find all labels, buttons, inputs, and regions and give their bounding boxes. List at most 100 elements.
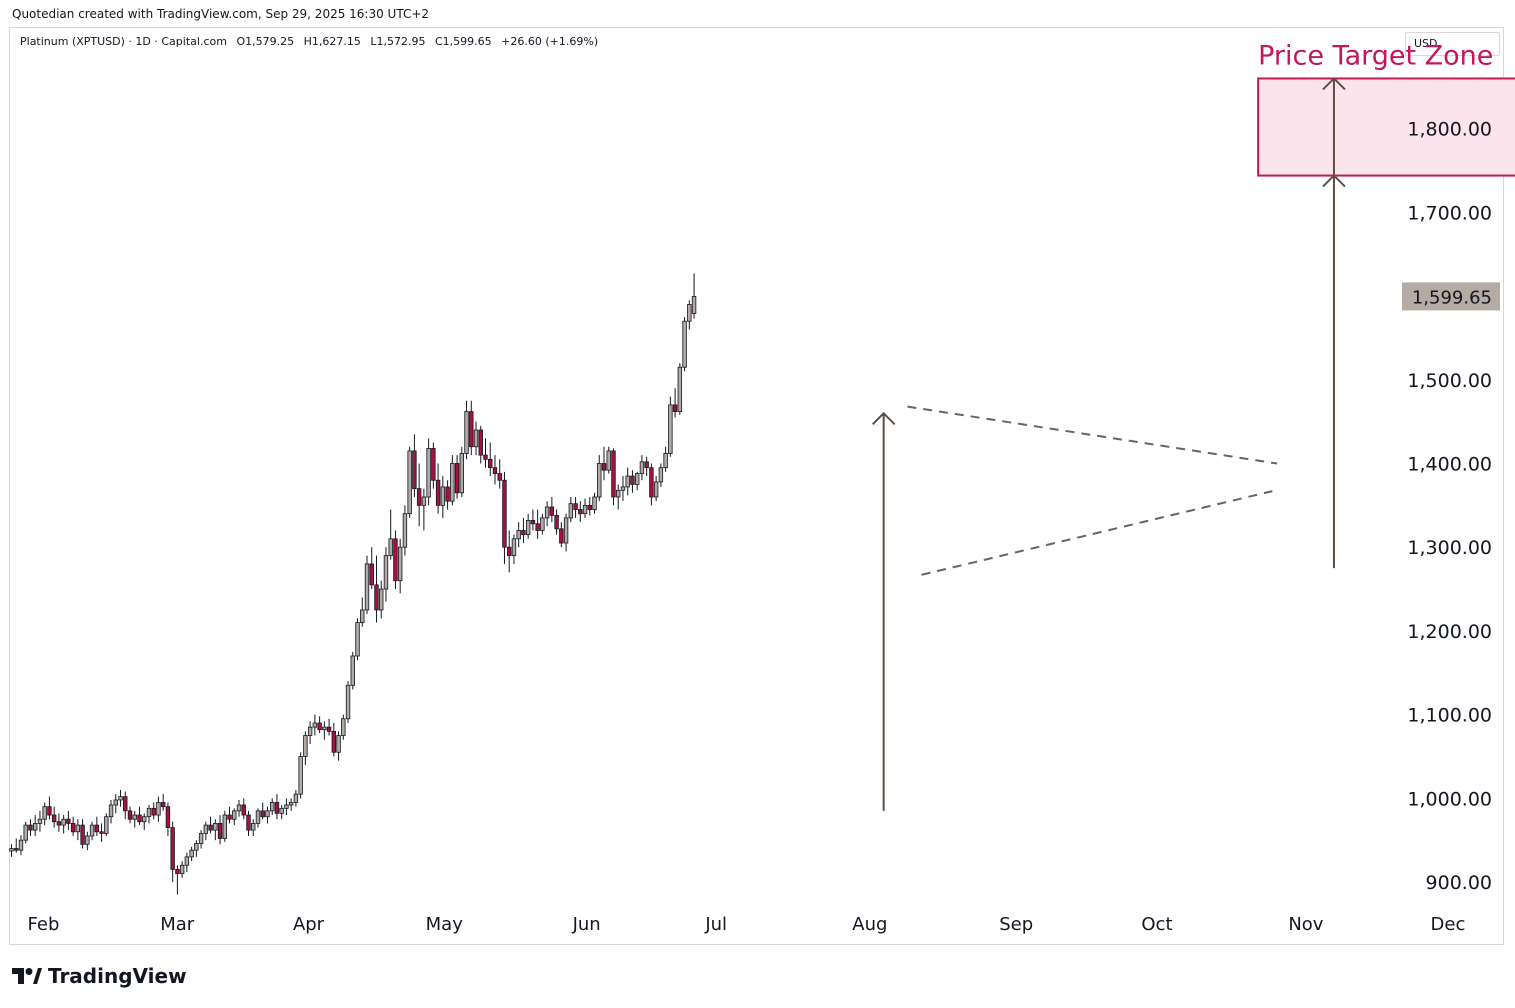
candle-body-down bbox=[469, 411, 474, 448]
candle bbox=[625, 467, 630, 496]
currency-selector[interactable]: USD bbox=[1405, 32, 1500, 56]
candle bbox=[322, 721, 327, 740]
tradingview-logo[interactable]: TradingView bbox=[12, 964, 187, 988]
candle-body-up bbox=[198, 833, 204, 844]
candle bbox=[303, 731, 308, 765]
candle-body-down bbox=[123, 796, 128, 812]
candles-layer bbox=[9, 273, 697, 895]
candle bbox=[549, 496, 555, 523]
candle-body-up bbox=[89, 824, 95, 837]
candle-body-down bbox=[246, 814, 251, 831]
candle bbox=[483, 438, 488, 468]
candle-body-up bbox=[658, 467, 664, 483]
candle-body-down bbox=[127, 810, 133, 820]
candle-body-down bbox=[672, 404, 678, 413]
candle-body-up bbox=[653, 481, 659, 498]
candle bbox=[502, 471, 507, 564]
candle-body-up bbox=[582, 504, 588, 515]
y-tick-label: 1,400.00 bbox=[1407, 454, 1492, 476]
time-axis: Feb Mar Apr May Jun Jul Aug Sep Oct Nov Dec bbox=[28, 914, 1466, 935]
candle-body-up bbox=[450, 463, 455, 502]
candle-body-up bbox=[397, 546, 403, 582]
candle-body-up bbox=[464, 411, 469, 454]
triangle-lower-trendline bbox=[921, 490, 1273, 576]
candle-body-up bbox=[383, 555, 389, 590]
candle-body-up bbox=[360, 609, 365, 623]
candle bbox=[653, 476, 659, 502]
candle bbox=[85, 831, 90, 851]
candle bbox=[478, 425, 483, 464]
candle bbox=[445, 480, 450, 510]
candle-body-up bbox=[677, 366, 683, 413]
candle bbox=[146, 804, 152, 824]
candle bbox=[33, 815, 38, 836]
candle-body-up bbox=[184, 856, 190, 866]
candle bbox=[194, 840, 199, 857]
candle bbox=[104, 813, 109, 836]
candle bbox=[279, 804, 284, 820]
candle-body-up bbox=[293, 793, 299, 803]
ohlc-open: O1,579.25 bbox=[236, 35, 295, 48]
candle bbox=[28, 819, 33, 836]
last-price-label: 1,599.65 bbox=[1412, 287, 1492, 308]
candle-body-up bbox=[265, 810, 270, 818]
candle bbox=[14, 838, 19, 853]
candle-body-up bbox=[179, 864, 185, 875]
candle bbox=[421, 488, 427, 531]
candle bbox=[156, 796, 161, 822]
candle-body-up bbox=[440, 486, 446, 506]
candle bbox=[606, 446, 611, 474]
candle-body-down bbox=[317, 722, 322, 731]
candle bbox=[99, 823, 104, 842]
price-target-zone bbox=[1257, 77, 1515, 177]
x-tick-label: Oct bbox=[1141, 914, 1172, 935]
candle bbox=[360, 597, 365, 627]
candle bbox=[203, 821, 209, 841]
candle bbox=[379, 580, 384, 619]
candle bbox=[587, 496, 592, 516]
candle bbox=[611, 448, 616, 506]
candle bbox=[563, 513, 569, 552]
symbol-name[interactable]: Platinum (XPTUSD) · 1D · Capital.com bbox=[20, 35, 227, 48]
candle bbox=[307, 721, 313, 744]
candle-body-up bbox=[156, 802, 161, 816]
tradingview-logo-icon bbox=[12, 968, 42, 984]
candle bbox=[269, 798, 275, 816]
candle bbox=[23, 821, 28, 844]
candle-body-up bbox=[132, 814, 137, 820]
candle-body-up bbox=[388, 538, 393, 556]
candle bbox=[113, 794, 118, 814]
attribution-header: Quotedian created with TradingView.com, … bbox=[12, 7, 430, 21]
candle-body-up bbox=[251, 823, 256, 831]
candle bbox=[511, 534, 517, 564]
candle-body-up bbox=[364, 563, 370, 611]
candle-body-up bbox=[322, 726, 327, 731]
candle-body-up bbox=[407, 450, 412, 515]
candle bbox=[70, 816, 76, 836]
candle-body-down bbox=[165, 806, 171, 828]
candle bbox=[393, 530, 398, 590]
candle-body-up bbox=[639, 461, 645, 474]
candle bbox=[616, 484, 621, 510]
candle-body-down bbox=[369, 563, 374, 586]
candle-body-up bbox=[682, 320, 687, 368]
candle bbox=[137, 806, 142, 826]
candle bbox=[426, 438, 431, 506]
x-tick-label: Nov bbox=[1288, 914, 1323, 935]
candle bbox=[568, 496, 574, 523]
candle bbox=[644, 456, 649, 477]
candle bbox=[639, 455, 645, 481]
candle-body-up bbox=[616, 489, 621, 498]
candle-body-down bbox=[66, 818, 71, 824]
candle-body-up bbox=[402, 513, 408, 548]
candle bbox=[80, 819, 85, 849]
candle bbox=[246, 810, 251, 836]
candle-body-up bbox=[563, 517, 569, 544]
candle-body-up bbox=[213, 823, 218, 831]
measured-move-arrow-2-head bbox=[1322, 77, 1346, 91]
candle-body-down bbox=[488, 458, 493, 469]
candle bbox=[573, 496, 578, 518]
candle-body-down bbox=[28, 824, 33, 831]
candle-body-up bbox=[189, 849, 194, 858]
